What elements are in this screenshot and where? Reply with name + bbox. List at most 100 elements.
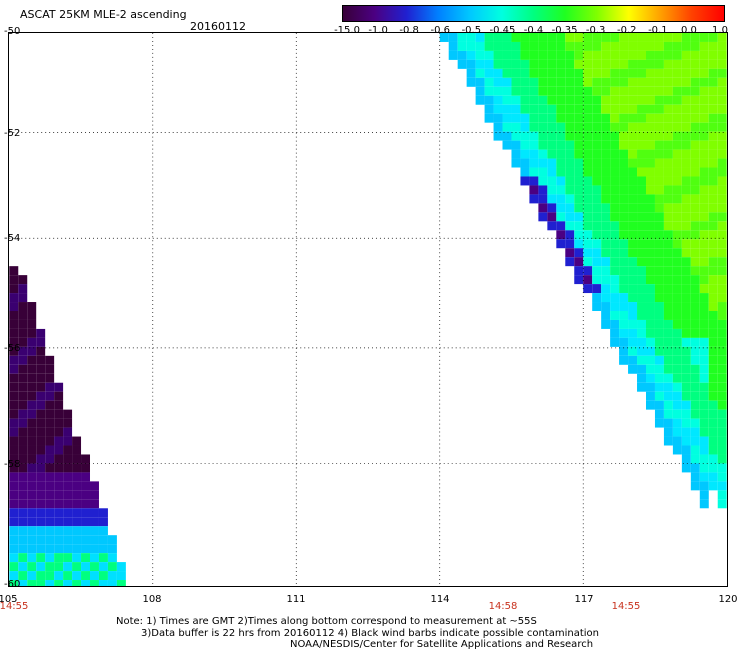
swath-cell xyxy=(601,275,611,285)
swath-cell xyxy=(654,364,664,374)
swath-cell xyxy=(36,409,46,419)
swath-cell xyxy=(81,553,91,563)
swath-cell xyxy=(610,33,620,42)
swath-cell xyxy=(690,131,700,141)
swath-cell xyxy=(27,382,37,392)
swath-cell xyxy=(565,203,575,213)
swath-cell xyxy=(672,131,682,141)
swath-cell xyxy=(63,562,73,572)
swath-cell xyxy=(601,284,611,294)
swath-cell xyxy=(628,230,638,240)
swath-cell xyxy=(628,77,638,87)
swath-cell xyxy=(681,113,691,123)
swath-cell xyxy=(672,427,682,437)
swath-cell xyxy=(699,104,709,114)
swath-cell xyxy=(672,239,682,249)
swath-cell xyxy=(654,68,664,78)
swath-cell xyxy=(681,454,691,464)
swath-cell xyxy=(601,68,611,78)
swath-cell xyxy=(601,77,611,87)
swath-cell xyxy=(717,346,727,356)
swath-cell xyxy=(18,544,28,554)
swath-cell xyxy=(457,59,467,69)
swath-cell xyxy=(717,490,727,500)
chart-title: ASCAT 25KM MLE-2 ascending xyxy=(20,8,187,21)
swath-cell xyxy=(493,95,503,105)
swath-cell xyxy=(699,167,709,177)
swath-cell xyxy=(637,41,646,51)
swath-cell xyxy=(708,481,718,491)
swath-cell xyxy=(672,382,682,392)
swath-cell xyxy=(556,95,566,105)
swath-cell xyxy=(547,221,557,231)
swath-cell xyxy=(645,68,655,78)
swath-cell xyxy=(699,454,709,464)
swath-cell xyxy=(502,122,512,132)
swath-cell xyxy=(36,571,46,581)
swath-cell xyxy=(592,86,602,96)
swath-cell xyxy=(672,86,682,96)
swath-cell xyxy=(592,176,602,186)
swath-cell xyxy=(619,266,629,276)
swath-cell xyxy=(36,463,46,473)
swath-cell xyxy=(717,185,727,195)
swath-cell xyxy=(27,562,37,572)
swath-cell xyxy=(538,212,548,222)
swath-cell xyxy=(681,364,691,374)
colorbar-gradient xyxy=(343,6,724,21)
swath-cell xyxy=(601,167,611,177)
swath-cell xyxy=(72,526,82,536)
swath-cell xyxy=(574,140,584,150)
swath-cell xyxy=(45,382,55,392)
swath-cell xyxy=(699,302,709,311)
swath-cell xyxy=(592,221,602,231)
swath-cell xyxy=(9,490,19,500)
swath-cell xyxy=(583,122,593,132)
swath-cell xyxy=(9,328,19,338)
swath-cell xyxy=(520,59,530,69)
swath-cell xyxy=(663,50,673,60)
swath-cell xyxy=(72,571,82,581)
swath-cell xyxy=(9,355,19,365)
swath-cell xyxy=(556,86,566,96)
swath-cell xyxy=(663,167,673,177)
swath-cell xyxy=(610,185,620,195)
swath-cell xyxy=(36,526,46,536)
swath-cell xyxy=(628,337,638,347)
swath-cell xyxy=(610,293,620,303)
swath-cell xyxy=(663,266,673,276)
swath-cell xyxy=(717,266,727,276)
swath-cell xyxy=(681,319,691,329)
swath-cell xyxy=(538,203,548,213)
swath-cell xyxy=(547,50,557,60)
swath-cell xyxy=(529,167,539,177)
swath-cell xyxy=(502,131,512,141)
swath-cell xyxy=(672,59,682,69)
swath-cell xyxy=(45,427,55,437)
swath-cell xyxy=(663,176,673,186)
swath-cell xyxy=(619,176,629,186)
swath-cell xyxy=(619,158,629,168)
swath-cell xyxy=(9,364,19,374)
swath-cell xyxy=(672,293,682,303)
swath-cell xyxy=(717,194,727,204)
swath-cell xyxy=(619,230,629,240)
swath-cell xyxy=(717,275,727,285)
swath-cell xyxy=(637,373,646,383)
swath-cell xyxy=(610,212,620,222)
swath-cell xyxy=(699,319,709,329)
swath-cell xyxy=(475,50,485,60)
swath-cell xyxy=(681,373,691,383)
swath-cell xyxy=(610,68,620,78)
swath-cell xyxy=(637,33,646,42)
swath-cell xyxy=(45,364,55,374)
swath-cell xyxy=(654,284,664,294)
swath-cell xyxy=(619,284,629,294)
swath-cell xyxy=(663,391,673,401)
swath-cell xyxy=(717,328,727,338)
swath-cell xyxy=(583,50,593,60)
swath-cell xyxy=(610,113,620,123)
swath-cell xyxy=(583,203,593,213)
swath-cell xyxy=(574,104,584,114)
swath-cell xyxy=(484,113,494,123)
